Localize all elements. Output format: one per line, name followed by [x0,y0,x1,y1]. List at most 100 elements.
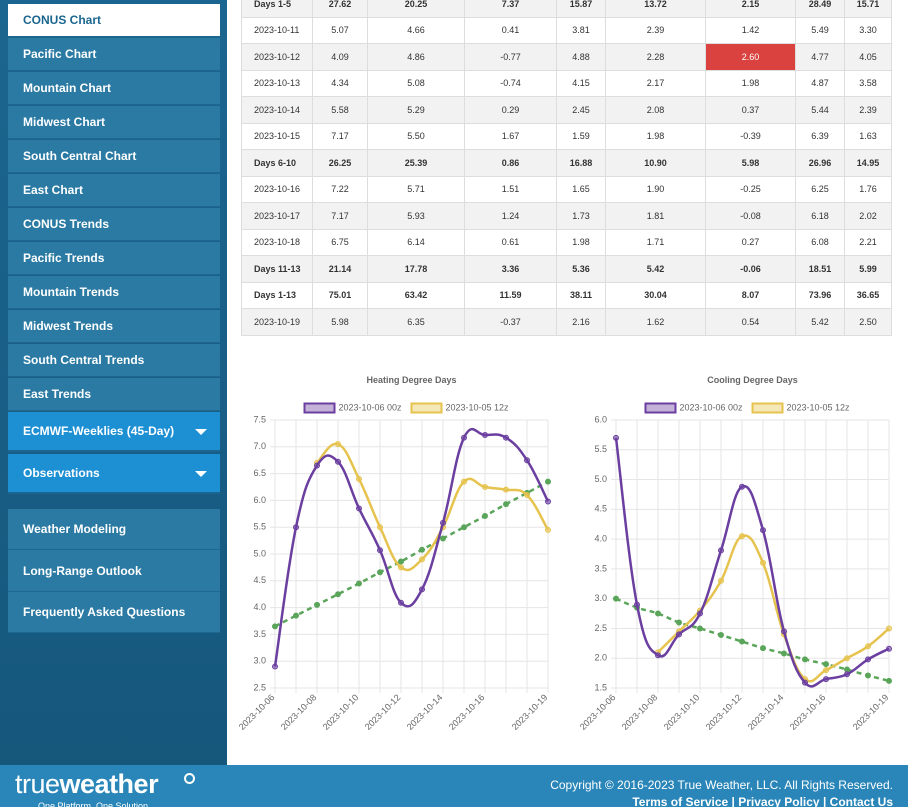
legend-label: 2023-10-05 12z [446,402,510,412]
data-point [461,478,467,485]
cell: 2.39 [605,16,706,44]
cell: 2.45 [556,96,606,124]
table-row: 2023-10-18 6.75 6.14 0.61 1.98 1.71 0.27 6.08 2.… [241,228,892,256]
nav-item[interactable]: East Trends [8,378,220,411]
nav-item[interactable]: Mountain Trends [8,276,220,309]
logo[interactable]: trueweather [15,769,195,799]
data-point [844,655,850,662]
cell: 38.11 [556,281,606,309]
data-point [335,591,341,598]
data-point [524,457,530,464]
cell: 4.09 [312,43,368,71]
nav-item[interactable]: South Central Chart [8,140,220,173]
nav-item[interactable]: CONUS Trends [8,208,220,241]
y-tick-label: 3.0 [594,593,607,603]
nav-item[interactable]: South Central Trends [8,344,220,377]
table-row: 2023-10-15 7.17 5.50 1.67 1.59 1.98 -0.39 6.39 1… [241,122,892,150]
row-label: 2023-10-17 [241,202,313,230]
nav-item[interactable]: East Chart [8,174,220,207]
cell: 15.87 [556,0,606,18]
data-point [613,434,619,441]
data-point [718,631,724,638]
row-label: 2023-10-16 [241,175,313,203]
table-row: Days 1-5 27.62 20.25 7.37 15.87 13.72 2.15 28.4… [241,0,892,18]
cell: 75.01 [312,281,368,309]
data-point [865,656,871,663]
logo-weather: weather [59,769,159,799]
nav-link[interactable]: Weather Modeling [8,509,220,550]
table-row: 2023-10-14 5.58 5.29 0.29 2.45 2.08 0.37 5.44 2.… [241,96,892,124]
x-tick-label: 2023-10-08 [620,692,660,732]
x-tick-label: 2023-10-12 [704,692,744,732]
y-tick-label: 4.0 [594,533,607,543]
legend-swatch [751,402,784,414]
cell: 30.04 [605,281,706,309]
cell: 6.39 [795,122,845,150]
nav-link[interactable]: Frequently Asked Questions [8,592,220,633]
row-label: 2023-10-18 [241,228,313,256]
footer-link[interactable]: Privacy Policy [738,795,820,809]
cell: 36.65 [844,281,892,309]
cell: 5.98 [312,308,368,336]
cell: 17.78 [367,255,465,283]
nav-item[interactable]: Pacific Chart [8,38,220,71]
data-point [398,558,404,565]
cell: 4.05 [844,43,892,71]
cell: -0.37 [464,308,557,336]
data-point [356,475,362,482]
data-point [440,519,446,526]
row-label: 2023-10-14 [241,96,313,124]
row-label: Days 11-13 [241,255,313,283]
cell: 5.50 [367,122,465,150]
data-point [802,679,808,686]
legend-label: 2023-10-06 00z [339,402,403,412]
nav-item[interactable]: Midwest Trends [8,310,220,343]
data-point [545,498,551,505]
y-tick-label: 2.0 [594,653,607,663]
cell: 2.16 [556,308,606,336]
cell: 4.86 [367,43,465,71]
cell: 1.42 [705,16,796,44]
data-point [482,512,488,519]
y-tick-label: 3.5 [253,629,266,639]
x-tick-label: 2023-10-19 [851,692,891,732]
cell: 0.29 [464,96,557,124]
nav-item[interactable]: Mountain Chart [8,72,220,105]
nav-expandable[interactable]: Observations [8,454,220,494]
nav-item[interactable]: Midwest Chart [8,106,220,139]
x-tick-label: 2023-10-19 [510,692,550,732]
nav-item[interactable]: CONUS Chart [8,4,220,37]
footer-link[interactable]: Contact Us [829,795,893,809]
cell: 5.07 [312,16,368,44]
cell: 5.42 [605,255,706,283]
data-point [293,524,299,531]
y-tick-label: 1.5 [594,682,607,692]
cell: 5.42 [795,308,845,336]
cell: -0.06 [705,255,796,283]
cell: -0.39 [705,122,796,150]
cell: 4.88 [556,43,606,71]
data-point [335,458,341,465]
cell: 27.62 [312,0,368,18]
data-point [461,524,467,531]
series-line [657,534,890,683]
cell: 1.65 [556,175,606,203]
y-tick-label: 6.0 [253,495,266,505]
nav-item[interactable]: Pacific Trends [8,242,220,275]
y-tick-label: 2.5 [253,682,266,692]
cell: 1.71 [605,228,706,256]
separator: | [822,795,827,809]
nav-link[interactable]: Long-Range Outlook [8,551,220,592]
data-point [823,661,829,668]
cell: -0.77 [464,43,557,71]
cell: 6.18 [795,202,845,230]
y-tick-label: 4.0 [253,602,266,612]
footer-link[interactable]: Terms of Service [632,795,729,809]
cell: 6.75 [312,228,368,256]
cell: 1.24 [464,202,557,230]
data-point [356,505,362,512]
nav-expandable[interactable]: ECMWF-Weeklies (45-Day) [8,412,220,452]
cell: 0.37 [705,96,796,124]
cell: 10.90 [605,149,706,177]
cell: 3.81 [556,16,606,44]
